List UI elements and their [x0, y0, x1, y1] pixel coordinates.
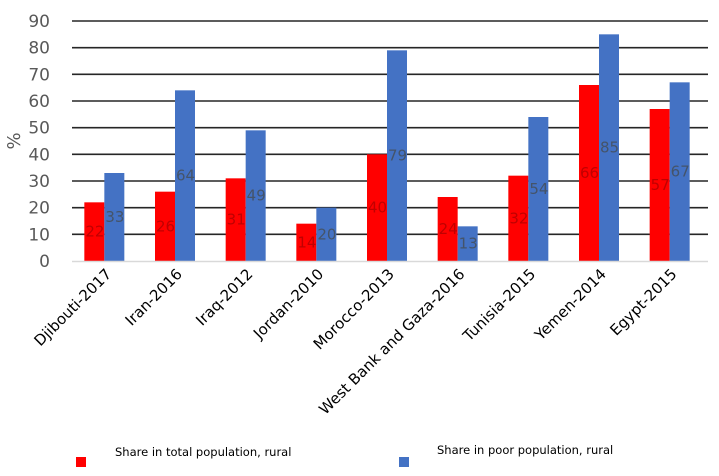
x-axis-ticks: Djibouti-2017 Iran-2016 Iraq-2012Jordan-20… — [30, 265, 680, 418]
legend-label-total: Share in total population, rural — [115, 445, 292, 459]
bar — [104, 173, 125, 261]
legend-label-poor: Share in poor population, rural — [437, 443, 614, 457]
data-label: 31 — [227, 211, 246, 229]
y-tick-label: 0 — [39, 252, 50, 272]
y-tick-label: 80 — [28, 39, 50, 59]
y-axis-label: % — [4, 132, 25, 149]
data-label: 22 — [85, 223, 104, 241]
data-label: 24 — [439, 220, 458, 238]
data-label: 57 — [651, 176, 670, 194]
data-label: 54 — [529, 180, 548, 198]
bar — [528, 117, 549, 261]
bar — [669, 82, 690, 261]
x-tick-label: Iran-2016 — [122, 265, 186, 329]
data-label: 26 — [156, 217, 175, 235]
bar — [155, 191, 175, 261]
bar — [245, 130, 266, 261]
y-tick-label: 50 — [28, 119, 50, 139]
bar — [437, 197, 458, 261]
x-tick-label: Djibouti-2017 — [30, 265, 115, 350]
bar — [649, 109, 670, 261]
bar — [387, 50, 407, 262]
data-label: 40 — [368, 199, 387, 217]
x-tick-label: Jordan-2010 — [249, 265, 327, 343]
legend-swatch-total — [76, 457, 86, 467]
x-tick-label: West Bank and Gaza-2016 — [315, 265, 468, 418]
bar — [367, 154, 387, 261]
data-label: 20 — [317, 225, 336, 243]
y-axis-ticks: 0 10 20 30 40 50 60 70 80 90 — [28, 12, 50, 272]
bar — [579, 85, 599, 261]
x-tick-label: Yemen-2014 — [530, 265, 609, 344]
bar — [508, 175, 529, 261]
legend-swatch-poor — [399, 457, 409, 467]
bar — [296, 223, 317, 261]
y-tick-label: 70 — [28, 65, 50, 85]
bar — [457, 226, 478, 261]
bar — [175, 90, 195, 261]
bar — [225, 178, 246, 261]
bar — [316, 207, 337, 261]
data-label: 49 — [247, 187, 266, 205]
data-label: 14 — [297, 233, 316, 251]
data-label: 64 — [176, 167, 195, 185]
data-label: 66 — [580, 164, 599, 182]
bars — [84, 34, 690, 262]
y-tick-label: 10 — [28, 225, 50, 245]
data-label: 67 — [671, 163, 690, 181]
y-tick-label: 20 — [28, 199, 50, 219]
data-label: 33 — [105, 208, 124, 226]
y-tick-label: 30 — [28, 172, 50, 192]
data-label: 79 — [388, 147, 407, 165]
bar — [84, 202, 105, 261]
y-tick-label: 60 — [28, 92, 50, 112]
y-tick-label: 40 — [28, 145, 50, 165]
data-label: 13 — [459, 235, 478, 253]
x-tick-label: Tunisia-2015 — [459, 265, 539, 345]
data-label: 32 — [509, 209, 528, 227]
x-tick-label: Egypt-2015 — [606, 265, 680, 339]
data-label: 85 — [600, 139, 619, 157]
bar — [599, 34, 619, 262]
y-tick-label: 90 — [28, 12, 50, 32]
x-tick-label: Iraq-2012 — [192, 265, 256, 329]
